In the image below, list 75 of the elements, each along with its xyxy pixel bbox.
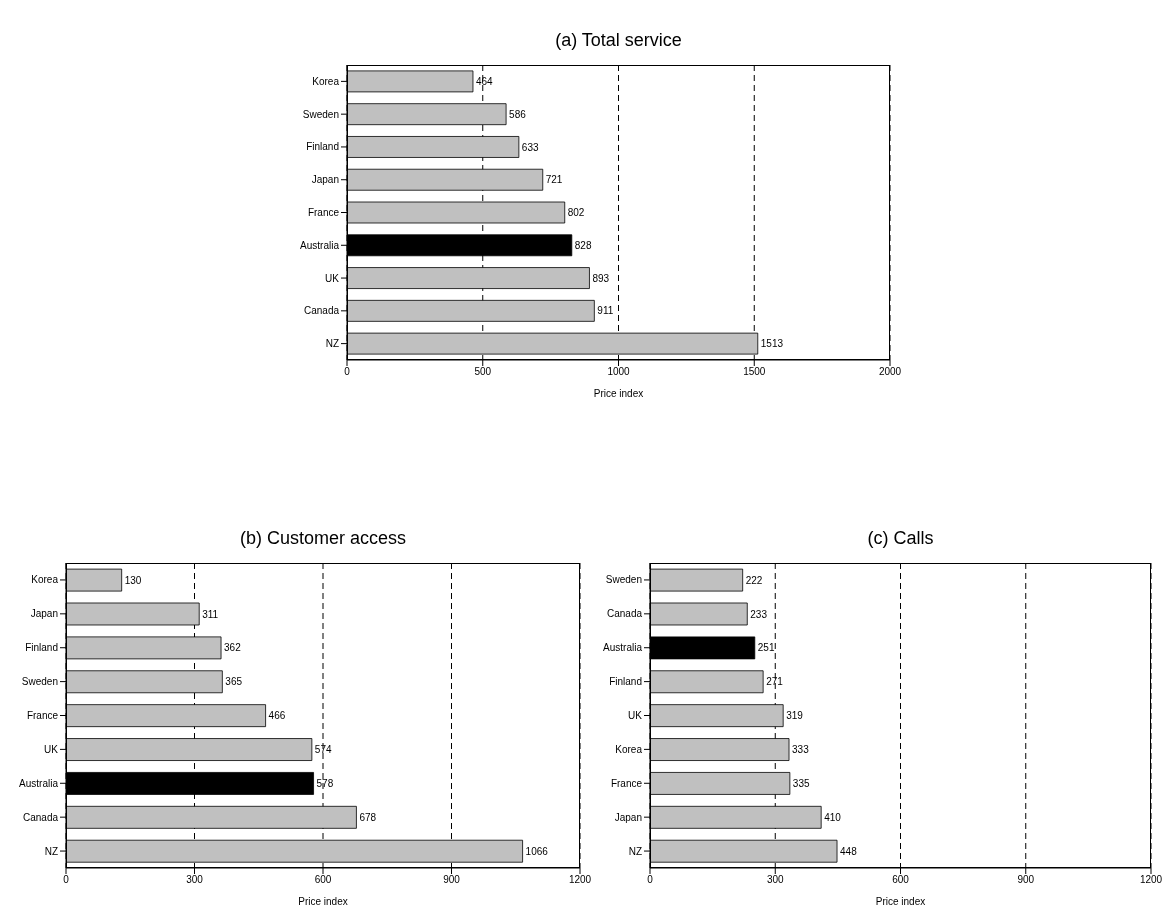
x-axis-title: Price index (298, 896, 348, 907)
y-tick-label: France (26, 710, 59, 722)
x-tick-label: 600 (892, 874, 910, 886)
y-tick-label: Australia (19, 777, 59, 789)
x-tick-label: 0 (344, 366, 351, 378)
data-label: 911 (597, 305, 614, 317)
y-tick-label: UK (628, 710, 643, 722)
data-label: 633 (521, 141, 539, 153)
y-tick-label: UK (325, 272, 340, 284)
x-tick-label: 900 (443, 874, 461, 886)
chart-title: (a) Total service (554, 28, 683, 52)
data-label: 333 (792, 744, 810, 756)
y-tick-label: Canada (606, 608, 643, 620)
x-tick-label: 300 (186, 874, 204, 886)
y-tick-label: Japan (30, 608, 58, 620)
y-tick-label: Sweden (21, 676, 58, 688)
data-label: 828 (574, 239, 592, 251)
x-axis-title: Price index (593, 388, 644, 399)
data-label: 222 (745, 574, 763, 586)
x-tick-label: 1200 (568, 874, 592, 886)
data-label: 233 (750, 608, 768, 620)
y-tick-label: NZ (325, 338, 339, 350)
data-label: 362 (224, 642, 242, 654)
chart-title: (c) Calls (866, 526, 935, 550)
y-tick-label: Finland (609, 676, 642, 688)
data-label: 319 (786, 710, 804, 722)
y-tick-label: UK (44, 743, 59, 755)
y-tick-label: Finland (306, 141, 339, 153)
x-tick-label: 300 (766, 874, 785, 886)
y-tick-label: Canada (303, 305, 340, 317)
y-tick-label: Japan (614, 811, 642, 823)
data-label: 893 (592, 272, 610, 284)
data-label: 466 (268, 710, 286, 722)
data-label: 311 (202, 608, 219, 620)
x-tick-label: 500 (474, 366, 492, 378)
data-label: 574 (314, 744, 332, 756)
y-tick-label: Korea (615, 743, 643, 755)
data-label: 130 (124, 574, 142, 586)
x-tick-label: 900 (1017, 874, 1035, 886)
x-tick-label: 1500 (743, 366, 766, 378)
y-tick-label: NZ (628, 845, 642, 857)
y-tick-label: France (307, 207, 340, 219)
data-label: 335 (792, 777, 810, 789)
y-tick-label: NZ (44, 845, 58, 857)
data-label: 678 (359, 811, 377, 823)
data-label: 271 (766, 676, 784, 688)
y-tick-label: Korea (31, 574, 59, 586)
data-label: 1513 (760, 338, 784, 350)
y-tick-label: Finland (25, 642, 58, 654)
x-tick-label: 1000 (607, 366, 631, 378)
x-axis-title: Price index (875, 896, 926, 907)
y-tick-label: Sweden (302, 108, 339, 120)
data-label: 410 (824, 811, 842, 823)
data-label: 802 (567, 207, 585, 219)
y-tick-label: Australia (603, 642, 643, 654)
x-tick-label: 0 (63, 874, 70, 886)
data-label: 1066 (525, 845, 549, 857)
x-tick-label: 0 (647, 874, 654, 886)
data-label: 251 (757, 642, 775, 654)
y-tick-label: Japan (311, 174, 339, 186)
y-tick-label: Sweden (605, 574, 642, 586)
x-tick-label: 600 (314, 874, 332, 886)
data-label: 578 (316, 777, 334, 789)
x-tick-label: 2000 (878, 366, 902, 378)
data-label: 448 (840, 845, 858, 857)
y-tick-label: Korea (312, 75, 340, 87)
y-tick-label: Canada (22, 811, 59, 823)
x-tick-label: 1200 (1139, 874, 1163, 886)
data-label: 586 (509, 108, 527, 120)
chart-title: (b) Customer access (238, 526, 407, 550)
y-tick-label: Australia (300, 239, 340, 251)
data-label: 365 (225, 676, 243, 688)
data-label: 721 (545, 174, 563, 186)
data-label: 464 (475, 75, 494, 87)
y-tick-label: France (610, 777, 643, 789)
